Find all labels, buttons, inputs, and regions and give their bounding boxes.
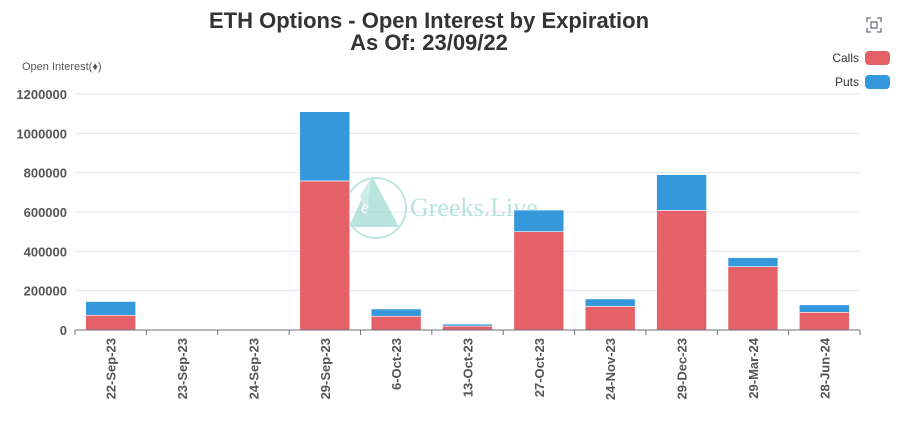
bar-puts[interactable] (727, 257, 779, 267)
x-tick-label: 23-Sep-23 (175, 338, 190, 399)
legend-swatch-puts (865, 75, 890, 89)
bar-puts[interactable] (442, 323, 493, 327)
restore-icon[interactable] (866, 17, 882, 33)
bar-calls[interactable] (442, 325, 493, 331)
x-tick-label: 28-Jun-24 (817, 337, 832, 398)
x-tick-label: 6-Oct-23 (389, 338, 404, 390)
bar-puts[interactable] (513, 209, 565, 232)
bar-calls[interactable] (656, 210, 707, 331)
x-tick-label: 22-Sep-23 (104, 338, 119, 399)
axes (74, 329, 861, 335)
bar-calls[interactable] (370, 315, 422, 331)
y-tick-label: 0 (60, 323, 67, 338)
legend-swatch-calls (865, 51, 890, 65)
chart-title-block: ETH Options - Open Interest by Expiratio… (0, 10, 858, 54)
chart-subtitle: As Of: 23/09/22 (350, 30, 508, 55)
bar-calls[interactable] (727, 266, 779, 331)
y-tick-labels: 0 200000 400000 600000 800000 1000000 1200000 (16, 87, 67, 338)
bar-puts[interactable] (299, 111, 351, 182)
bar-puts[interactable] (656, 174, 707, 211)
y-tick-label: 1000000 (16, 126, 67, 141)
y-axis-label: Open Interest(♦) (22, 61, 102, 73)
svg-text:e: e (361, 197, 369, 217)
x-tick-label: 27-Oct-23 (532, 338, 547, 397)
legend-item-calls[interactable]: Calls (800, 50, 890, 66)
x-tick-labels: 22-Sep-23 23-Sep-23 24-Sep-23 29-Sep-23 6-Oc… (104, 337, 833, 400)
greeks-live-watermark: e Greeks.Live (345, 176, 538, 239)
legend-label-puts: Puts (834, 75, 859, 89)
bar-puts[interactable] (85, 301, 136, 316)
bar-puts[interactable] (370, 308, 422, 317)
bar-puts[interactable] (799, 304, 850, 313)
bars (85, 111, 850, 331)
chart-legend: Calls Puts (800, 50, 890, 98)
bar-calls[interactable] (85, 314, 136, 331)
grid-lines (75, 93, 860, 292)
y-tick-label: 200000 (24, 284, 67, 299)
y-tick-label: 600000 (24, 205, 67, 220)
x-tick-label: 29-Sep-23 (318, 338, 333, 399)
legend-item-puts[interactable]: Puts (800, 74, 890, 90)
x-tick-label: 29-Mar-24 (746, 337, 761, 398)
bar-calls[interactable] (299, 180, 351, 331)
chart-title: ETH Options - Open Interest by Expiratio… (208, 8, 650, 33)
bar-calls[interactable] (584, 306, 636, 331)
bar-calls[interactable] (799, 311, 850, 331)
y-tick-label: 400000 (24, 244, 67, 259)
x-tick-label: 24-Sep-23 (246, 338, 261, 399)
legend-label-calls: Calls (832, 51, 859, 65)
bar-puts[interactable] (584, 298, 636, 307)
y-tick-label: 1200000 (16, 87, 67, 102)
bar-calls[interactable] (513, 231, 565, 331)
x-tick-label: 29-Dec-23 (675, 338, 690, 399)
x-tick-label: 13-Oct-23 (461, 338, 476, 397)
y-tick-label: 800000 (24, 166, 67, 181)
x-tick-label: 24-Nov-23 (603, 338, 618, 400)
